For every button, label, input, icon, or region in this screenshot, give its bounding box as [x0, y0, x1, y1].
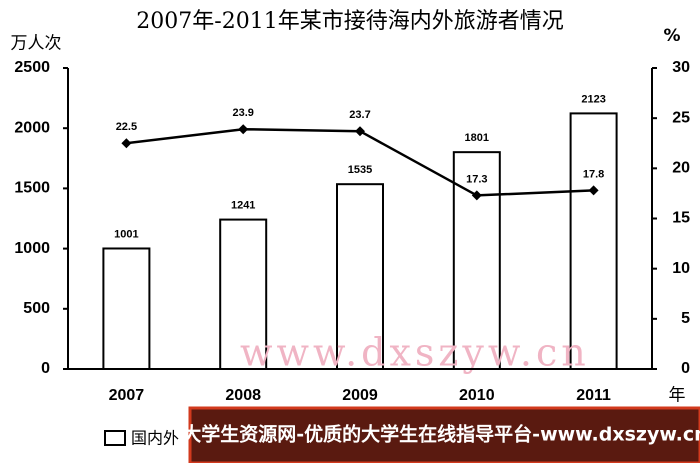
- y-tick-label: 1500: [14, 180, 50, 197]
- x-tick-label: 2009: [342, 387, 378, 404]
- legend-label: 国内外: [131, 429, 179, 448]
- data-label: 22.5: [116, 121, 137, 133]
- banner: [188, 406, 700, 463]
- y-tick-label: 2500: [14, 59, 50, 76]
- legend-swatch: [104, 430, 126, 446]
- x-tick-label: 2011: [576, 387, 611, 404]
- x-axis-label: 年: [669, 386, 686, 406]
- y-axis-label: 万人次: [11, 34, 62, 54]
- watermark: www.dxszyw.cn: [240, 331, 590, 375]
- x-tick-label: 2010: [459, 387, 495, 404]
- y2-tick-label: 15: [672, 210, 690, 227]
- data-label: 2123: [581, 93, 605, 105]
- y-tick-label: 1000: [14, 240, 50, 257]
- data-label: 23.9: [232, 107, 253, 119]
- line-marker: [238, 124, 249, 135]
- data-label: 1535: [348, 164, 372, 176]
- line-marker: [588, 185, 599, 196]
- y-tick-label: 2000: [14, 119, 50, 136]
- data-label: 17.8: [583, 168, 604, 180]
- line-marker: [355, 126, 365, 137]
- data-label: 23.7: [349, 109, 370, 121]
- data-label: 1001: [114, 228, 138, 240]
- line-marker: [121, 138, 132, 149]
- y2-tick-label: 20: [672, 160, 690, 177]
- x-tick-label: 2007: [109, 387, 145, 404]
- y-tick-label: 500: [23, 300, 50, 317]
- y2-axis-label: %: [663, 26, 680, 46]
- line-marker: [471, 190, 482, 201]
- y2-tick-label: 25: [672, 109, 690, 126]
- y-tick-label: 0: [41, 360, 50, 377]
- data-label: 1801: [465, 132, 489, 144]
- data-label: 17.3: [466, 173, 487, 185]
- bar: [102, 247, 151, 370]
- y2-tick-label: 5: [681, 310, 690, 327]
- bar: [219, 218, 268, 370]
- chart-title: 2007年-2011年某市接待海内外旅游者情况: [136, 9, 563, 34]
- y2-tick-label: 0: [681, 360, 690, 377]
- banner-text: 大学生资源网-优质的大学生在线指导平台-www.dxszyw.cn: [182, 423, 700, 446]
- y2-tick-label: 30: [672, 59, 690, 76]
- x-tick-label: 2008: [225, 387, 261, 404]
- data-label: 1241: [231, 199, 255, 211]
- y2-tick-label: 10: [672, 260, 690, 277]
